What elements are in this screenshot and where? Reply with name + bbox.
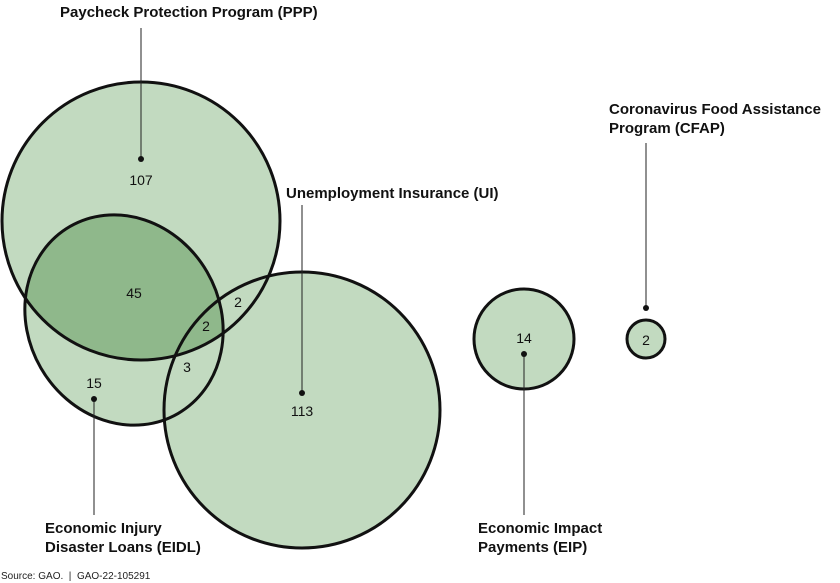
eip-circle [474,289,574,389]
ppp-label: Paycheck Protection Program (PPP) [60,4,318,21]
count-eip-only: 14 [516,330,532,346]
eip-label-line1: Economic Impact [478,520,602,537]
ppp-leader-dot [138,156,144,162]
eip-label-line2: Payments (EIP) [478,539,587,556]
eidl-ellipse-outline [23,213,225,427]
count-ui-only: 113 [291,403,314,419]
count-ppp-only: 107 [129,172,153,188]
ui-leader-dot [299,390,305,396]
count-cfap-only: 2 [642,332,650,348]
count-ppp-ui: 2 [234,294,242,310]
cfap-circle-outline [625,318,667,360]
count-eidl-ui: 3 [183,359,191,375]
ui-label: Unemployment Insurance (UI) [286,185,499,202]
eip-leader-dot [521,351,527,357]
cfap-circle [627,320,665,358]
cfap-label-line1: Coronavirus Food Assistance [609,101,821,118]
eidl-leader-dot [91,396,97,402]
cfap-leader-dot [643,305,649,311]
eidl-label-line1: Economic Injury [45,520,162,537]
count-ppp-eidl: 45 [126,285,142,301]
cfap-label-line2: Program (CFAP) [609,120,725,137]
count-eidl-only: 15 [86,375,102,391]
ui-circle [164,272,440,548]
source-note: Source: GAO. | GAO-22-105291 [1,571,151,582]
ppp-eidl-overlap-region [2,178,262,360]
eidl-label-line2: Disaster Loans (EIDL) [45,539,201,556]
count-ppp-eidl-ui: 2 [202,318,210,334]
